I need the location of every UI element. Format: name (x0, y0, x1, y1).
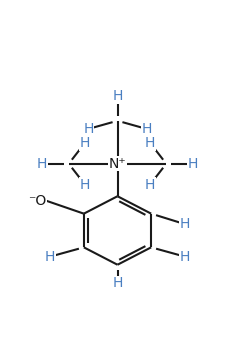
Text: H: H (83, 122, 94, 136)
Text: ⁻O: ⁻O (28, 194, 47, 208)
Text: H: H (112, 276, 123, 290)
Text: H: H (180, 217, 190, 231)
Text: H: H (80, 136, 90, 150)
Text: H: H (180, 250, 190, 264)
Text: H: H (37, 157, 47, 171)
Text: H: H (45, 250, 55, 264)
Text: H: H (145, 136, 155, 150)
Text: H: H (145, 178, 155, 192)
Text: N⁺: N⁺ (109, 157, 126, 171)
Text: H: H (112, 89, 123, 103)
Text: H: H (141, 122, 152, 136)
Text: H: H (80, 178, 90, 192)
Text: H: H (188, 157, 198, 171)
